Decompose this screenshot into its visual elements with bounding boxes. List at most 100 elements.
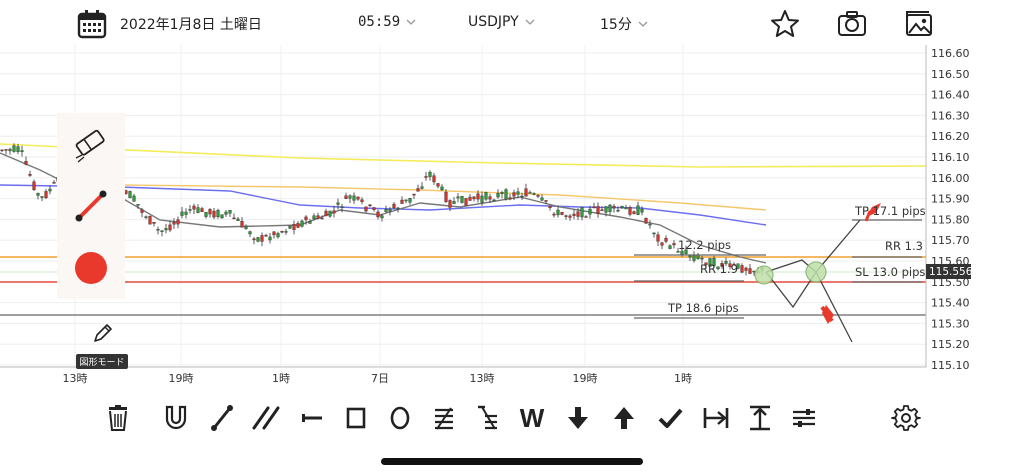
candle-body: [572, 213, 576, 216]
candle-body: [588, 208, 592, 215]
image-save-icon[interactable]: [903, 8, 935, 40]
parallel-line-tool-button[interactable]: [248, 398, 284, 438]
candle-body: [432, 175, 436, 183]
candle-body: [152, 222, 156, 224]
eraser-button[interactable]: [57, 113, 125, 175]
candle-body: [684, 249, 688, 254]
candle-body: [716, 266, 720, 270]
candle-body: [352, 195, 356, 201]
tp-short-label: TP 18.6 pips: [667, 301, 739, 315]
trade-annotations: TP 17.1 pips RR 1.3 SL 13.0 pips 12.2 pi…: [667, 204, 926, 315]
eraser-icon: [75, 129, 105, 163]
candle-body: [688, 255, 692, 258]
candle-body: [724, 261, 728, 264]
price-tick-label: 115.10: [931, 359, 970, 372]
candle-body: [360, 199, 364, 202]
candle-body: [620, 206, 624, 209]
candle-body: [532, 193, 536, 195]
line-tool-button[interactable]: [204, 398, 240, 438]
rr-short-label: RR 1.9: [700, 262, 738, 276]
trash-icon: [109, 405, 127, 431]
fibonacci-tool-button[interactable]: [426, 398, 462, 438]
rectangle-icon: [346, 407, 366, 429]
candle-body: [524, 188, 528, 197]
up-arrow-tool-button[interactable]: [606, 398, 642, 438]
settings-button[interactable]: [888, 398, 924, 438]
candle-body: [420, 186, 424, 189]
candle-body: [256, 237, 260, 242]
star-icon[interactable]: [769, 8, 801, 40]
price-chart[interactable]: TP 17.1 pips RR 1.3 SL 13.0 pips 12.2 pi…: [0, 45, 1024, 390]
price-tick-label: 115.70: [931, 234, 970, 247]
up-arrow-icon: [614, 407, 634, 429]
candle-body: [512, 192, 516, 197]
down-arrow-tool-button[interactable]: [560, 398, 596, 438]
candle-body: [44, 191, 48, 199]
price-tick-label: 115.20: [931, 338, 970, 351]
candle-body: [288, 225, 292, 229]
trash-tool-button[interactable]: [100, 398, 136, 438]
fibonacci-fan-tool-button[interactable]: [470, 398, 506, 438]
candle-body: [212, 210, 216, 218]
check-tool-button[interactable]: [652, 398, 688, 438]
price-tick-label: 115.90: [931, 193, 970, 206]
candle-body: [248, 231, 252, 235]
time-selector[interactable]: 05:59: [358, 14, 416, 30]
range-tool-button[interactable]: [698, 398, 734, 438]
adjust-tool-button[interactable]: [786, 398, 822, 438]
candle-body: [672, 243, 676, 246]
candle-body: [656, 234, 660, 242]
candle-body: [312, 215, 316, 220]
candle-body: [504, 189, 508, 200]
blue-ma-line: [0, 184, 767, 226]
candle-body: [592, 206, 596, 209]
candle-body: [216, 210, 220, 218]
timeframe-selector[interactable]: 15分: [600, 14, 648, 34]
candle-body: [292, 224, 296, 230]
circle-tool-button[interactable]: [382, 398, 418, 438]
time-tick-label: 1時: [674, 372, 692, 385]
candle-body: [536, 195, 540, 197]
candle-body: [372, 207, 376, 210]
line-style-button[interactable]: [57, 175, 125, 237]
check-icon: [658, 408, 683, 428]
calendar-icon[interactable]: [76, 8, 108, 40]
time-tick-label: 19時: [573, 372, 598, 385]
symbol-selector[interactable]: USDJPY: [468, 14, 535, 30]
time-tick-label: 13時: [470, 372, 495, 385]
price-tick-label: 115.40: [931, 297, 970, 310]
camera-icon[interactable]: [836, 8, 868, 40]
wave-tool-button[interactable]: W: [514, 398, 550, 438]
candle-body: [748, 268, 752, 274]
gold-ma-line: [119, 184, 767, 211]
candle-body: [392, 203, 396, 209]
horizontal-line-tool-button[interactable]: [294, 398, 330, 438]
candle-body: [208, 209, 212, 215]
home-indicator[interactable]: [381, 458, 643, 465]
symbol-value: USDJPY: [468, 14, 519, 30]
sl-long-label: SL 13.0 pips: [855, 265, 925, 279]
candle-body: [300, 220, 304, 227]
candle-body: [32, 181, 36, 191]
shape-mode-label: 図形モード: [76, 354, 128, 369]
range-icon: [703, 408, 729, 428]
level-tool-button[interactable]: [742, 398, 778, 438]
date-label[interactable]: 2022年1月8日 土曜日: [120, 17, 262, 33]
tp-long-label: TP 17.1 pips: [854, 204, 926, 218]
shape-mode-toggle[interactable]: 図形モード: [76, 322, 128, 369]
price-tick-label: 115.80: [931, 213, 970, 226]
long-path-line: [765, 219, 861, 309]
candle-body: [48, 188, 52, 192]
yellow-ma-line: [0, 143, 927, 168]
rectangle-tool-button[interactable]: [338, 398, 374, 438]
position-tool[interactable]: [634, 203, 922, 343]
color-picker-button[interactable]: [57, 237, 125, 299]
candle-body: [124, 190, 128, 194]
candle-body: [712, 258, 716, 267]
candle-body: [744, 267, 748, 271]
magnet-tool-button[interactable]: [158, 398, 194, 438]
time-tick-label: 19時: [169, 372, 194, 385]
candle-body: [408, 197, 412, 203]
distance-label: 12.2 pips: [678, 238, 731, 252]
candle-body: [508, 197, 512, 200]
